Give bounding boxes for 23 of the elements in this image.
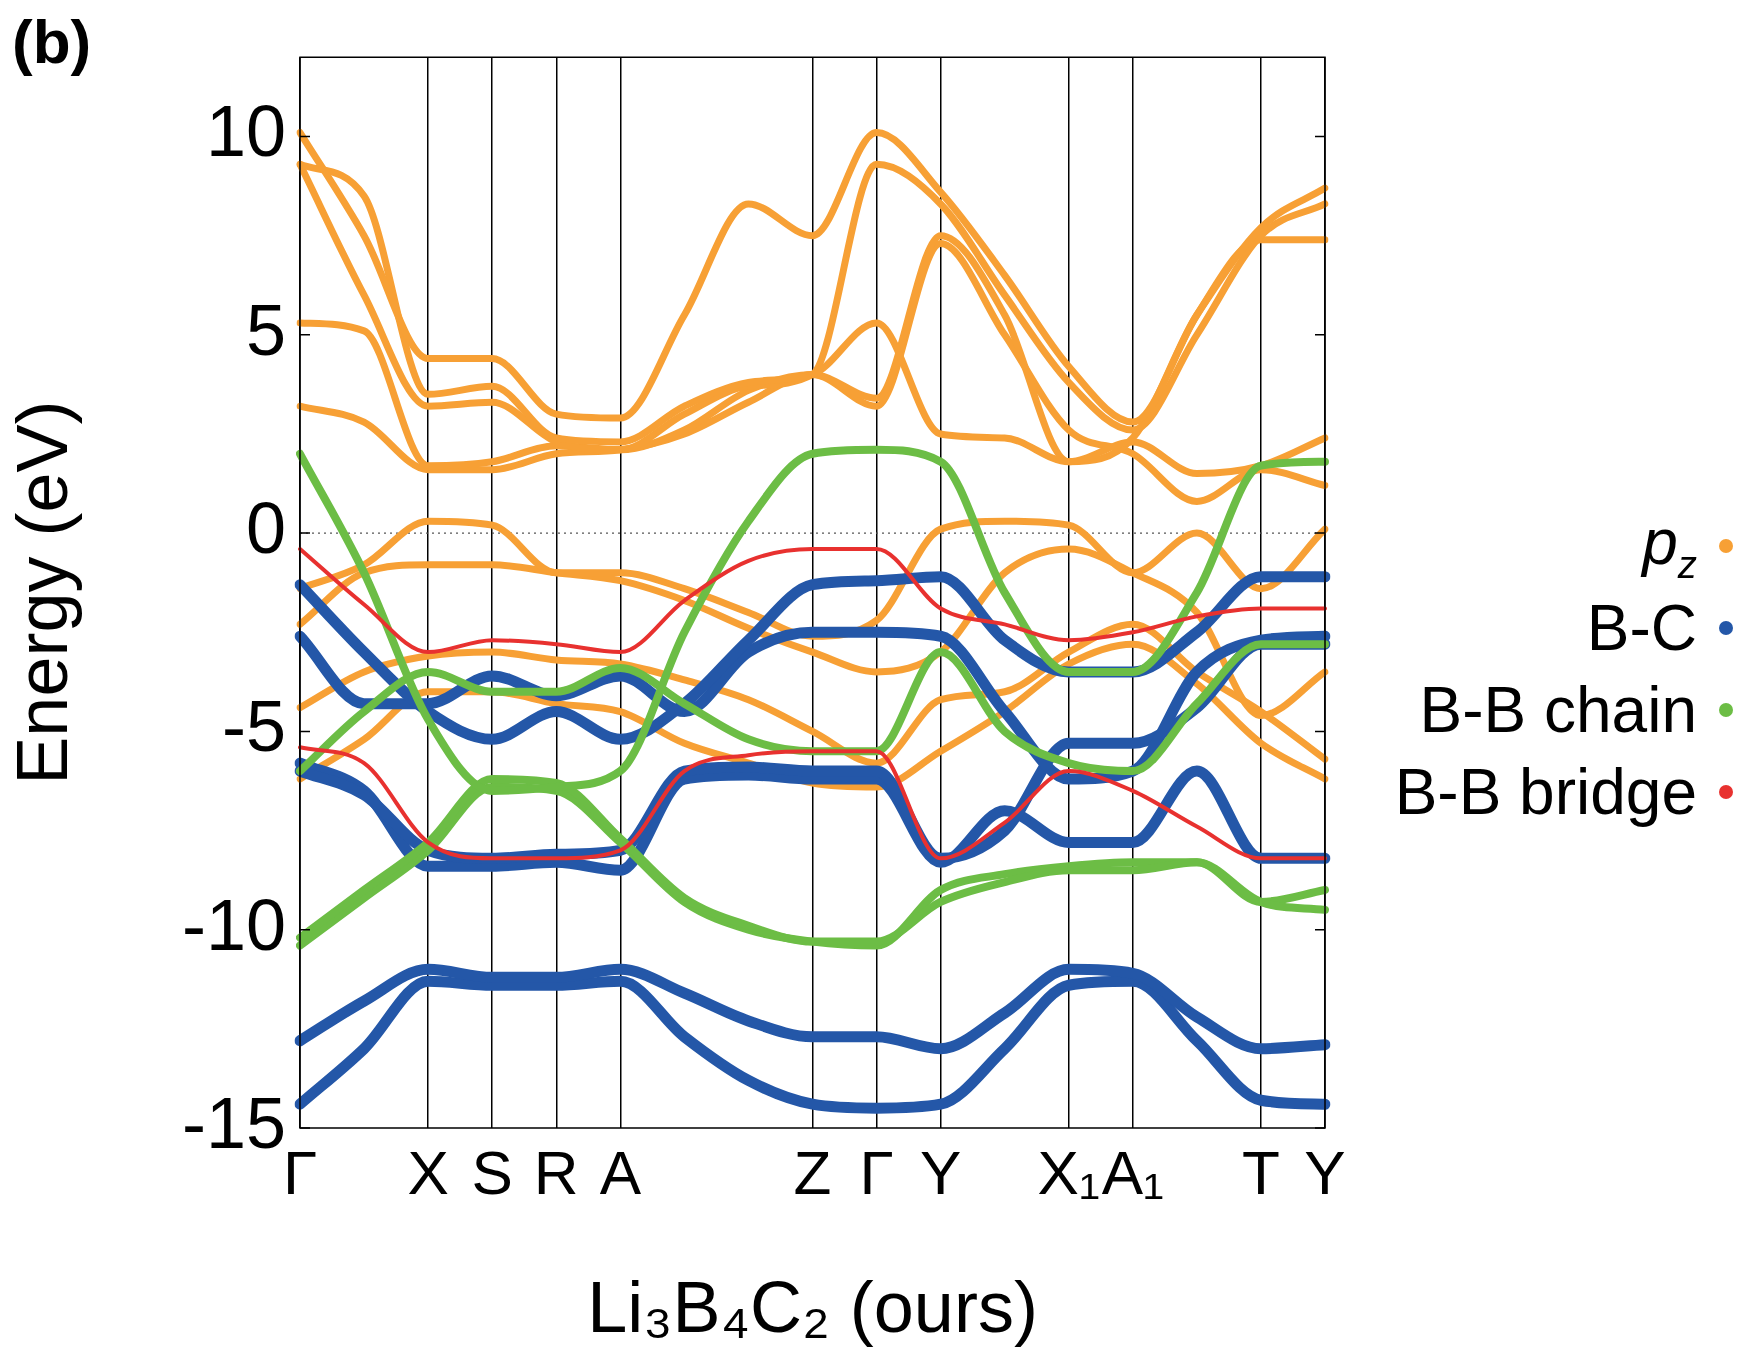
x-tick-label: R [533, 1138, 579, 1208]
legend-label: p$_{z}$ [1642, 505, 1697, 587]
x-tick-label: Y [919, 1138, 962, 1208]
x-tick-label: A₁ [1101, 1138, 1164, 1208]
x-tick-label: Z [793, 1138, 832, 1208]
x-tick-label: Y [1304, 1138, 1346, 1208]
x-tick-label: X [407, 1138, 449, 1208]
x-axis-title: Li₃B₄C₂ (ours) [587, 1266, 1038, 1347]
x-tick-label: Γ [859, 1138, 894, 1208]
legend-label: B-B chain [1419, 673, 1697, 747]
y-tick-label: -5 [221, 686, 286, 767]
y-axis-title: Energy (eV) [2, 400, 83, 785]
y-tick-label: -10 [181, 884, 286, 965]
x-tick-label: S [471, 1138, 513, 1208]
x-tick-label: A [599, 1138, 642, 1208]
x-tick-label: X₁ [1037, 1138, 1100, 1208]
y-tick-label: 0 [245, 487, 286, 568]
y-tick-label: 5 [245, 289, 286, 370]
text: (b) [12, 6, 92, 77]
y-tick-label: 10 [205, 91, 286, 172]
legend-label: B-C [1586, 591, 1697, 665]
legend-label: B-B bridge [1394, 755, 1697, 829]
x-tick-label: T [1242, 1138, 1280, 1208]
